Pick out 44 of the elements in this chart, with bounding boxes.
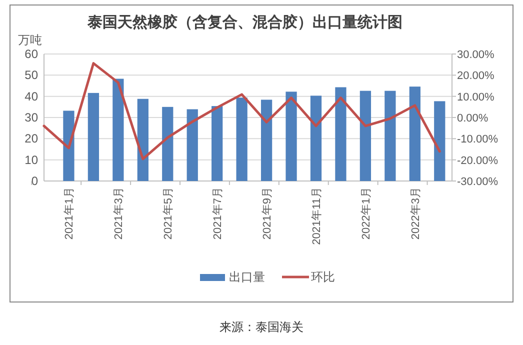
bar <box>384 90 396 181</box>
x-tick-label: 2022年1月 <box>360 187 372 240</box>
bar <box>286 92 297 181</box>
line-series <box>42 62 441 160</box>
y-tick-label: 50 <box>24 68 38 82</box>
y2-tick-label: 10.00% <box>457 91 495 104</box>
bar <box>260 100 272 181</box>
x-tick-label: 2021年9月 <box>262 187 274 240</box>
legend-label: 环比 <box>311 270 335 284</box>
y2-tick-label: 20.00% <box>457 70 495 82</box>
bar <box>137 98 148 181</box>
bar <box>212 106 223 181</box>
bar <box>434 101 446 181</box>
y-tick-label: 40 <box>24 89 38 104</box>
y-tick-label: 60 <box>24 47 38 61</box>
x-tick-label: 2021年7月 <box>212 187 224 240</box>
y2-tick-label: -20.00% <box>457 154 498 167</box>
y-tick-label: 0 <box>31 174 38 188</box>
legend-label: 出口量 <box>229 270 265 284</box>
bar <box>236 98 248 181</box>
y-axis-title: 万吨 <box>18 33 42 47</box>
bar <box>360 90 372 181</box>
y2-tick-label: 0.00% <box>457 112 488 124</box>
x-tick-label: 2021年11月 <box>311 187 323 245</box>
x-tick-label: 2021年3月 <box>113 187 126 240</box>
y-tick-label: 30 <box>24 110 38 124</box>
x-tick-label: 2021年1月 <box>64 187 76 240</box>
bar <box>162 106 174 181</box>
y2-tick-label: -30.00% <box>457 176 498 188</box>
y-tick-label: 20 <box>24 132 38 146</box>
bar <box>335 87 346 181</box>
x-tick-label: 2022年3月 <box>410 187 422 240</box>
bar <box>310 96 322 181</box>
y2-tick-label: 30.00% <box>457 49 495 61</box>
bar <box>112 78 124 181</box>
y-tick-label: 10 <box>24 152 38 167</box>
chart-title: 泰国天然橡胶（含复合、混合胶）出口量统计图 <box>86 13 402 31</box>
bar <box>63 110 74 181</box>
y2-tick-label: -10.00% <box>457 134 498 146</box>
source-note: 来源：泰国海关 <box>220 320 304 334</box>
bar <box>186 109 198 181</box>
bar <box>409 86 420 181</box>
x-tick-label: 2021年5月 <box>162 187 175 240</box>
bar <box>88 92 100 181</box>
